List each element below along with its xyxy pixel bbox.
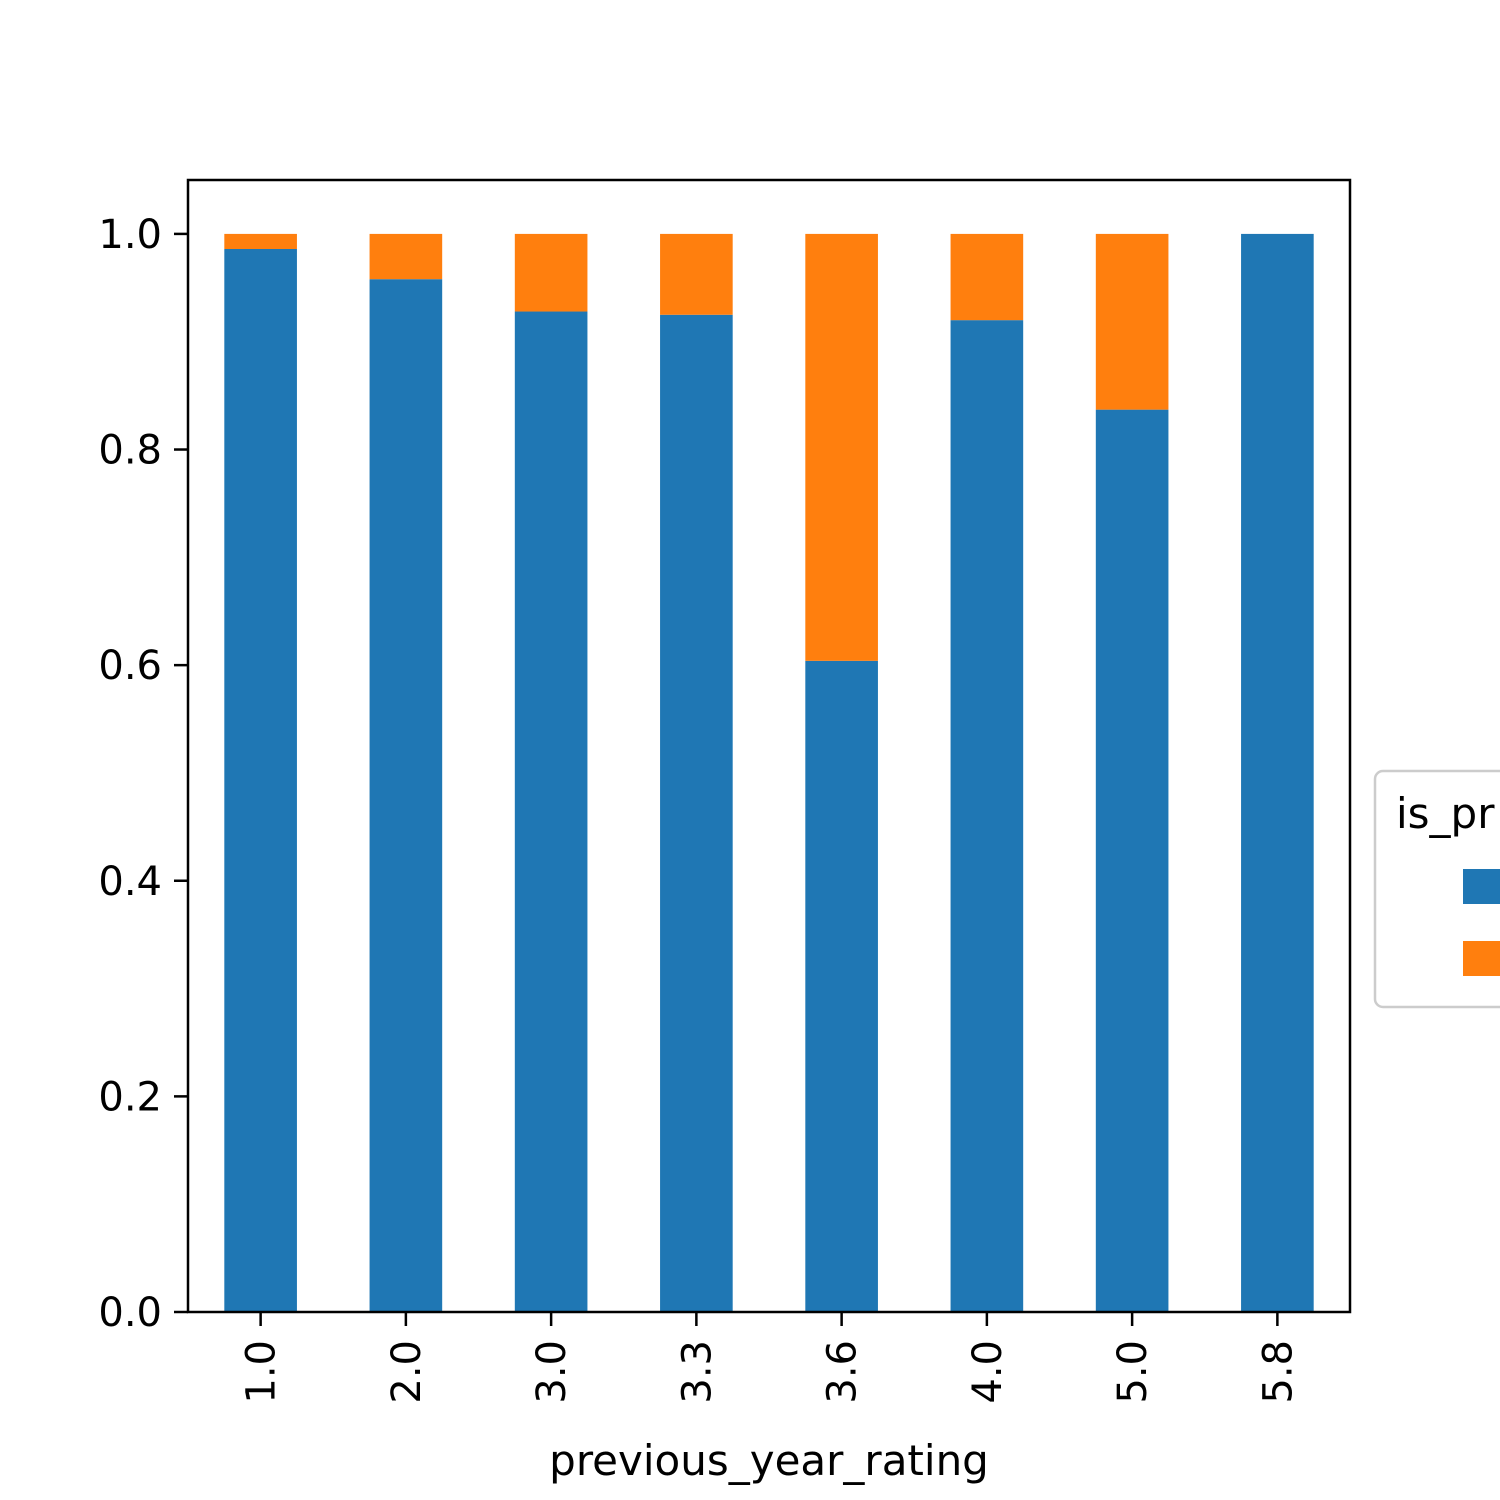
bar-series-1-5.0	[1095, 233, 1169, 410]
bar-series-1-3.0	[514, 233, 588, 312]
x-tick-label: 3.6	[820, 1340, 866, 1404]
legend-swatch-series-0	[1463, 869, 1500, 904]
bar-series-0-4.0	[950, 320, 1024, 1313]
bar-series-1-3.6	[805, 233, 878, 661]
x-tick-label: 3.3	[674, 1340, 720, 1404]
y-tick-label: 0.6	[98, 643, 162, 689]
bar-series-1-2.0	[369, 233, 443, 280]
x-axis: 1.0 2.0 3.0 3.3 3.6 4.0 5.0 5.8	[239, 1312, 1301, 1404]
x-tick-label: 5.8	[1255, 1340, 1301, 1404]
y-tick-label: 0.2	[98, 1074, 162, 1120]
bars-layer	[224, 233, 1314, 1313]
x-tick-label: 1.0	[239, 1340, 285, 1404]
y-tick-label: 0.4	[98, 859, 162, 905]
x-tick-label: 5.0	[1110, 1340, 1156, 1404]
bar-series-0-3.0	[514, 311, 588, 1313]
legend: is_pr	[1373, 769, 1500, 1009]
y-tick-label: 0.8	[98, 428, 162, 474]
legend-title: is_pr	[1396, 789, 1495, 838]
plot-frame	[186, 178, 1352, 1314]
bar-series-0-5.0	[1095, 409, 1169, 1312]
bar-series-1-1.0	[224, 233, 297, 249]
bar-series-0-2.0	[369, 279, 443, 1312]
y-tick-label: 0.0	[98, 1290, 162, 1336]
legend-swatch-series-1	[1463, 941, 1500, 976]
x-tick-label: 4.0	[965, 1340, 1011, 1404]
bar-series-0-3.6	[805, 660, 878, 1312]
bar-series-0-3.3	[660, 314, 733, 1312]
plot-background	[188, 180, 1350, 1312]
bar-series-0-1.0	[224, 248, 297, 1313]
y-tick-label: 1.0	[98, 212, 162, 258]
x-axis-label: previous_year_rating	[549, 1436, 989, 1485]
bar-series-1-4.0	[950, 233, 1024, 321]
x-tick-label: 3.0	[529, 1340, 575, 1404]
x-tick-label: 2.0	[384, 1340, 430, 1404]
bar-series-0-5.8	[1241, 233, 1314, 1312]
bar-series-1-3.3	[660, 233, 733, 315]
y-axis: 0.0 0.2 0.4 0.6 0.8 1.0	[98, 212, 188, 1336]
